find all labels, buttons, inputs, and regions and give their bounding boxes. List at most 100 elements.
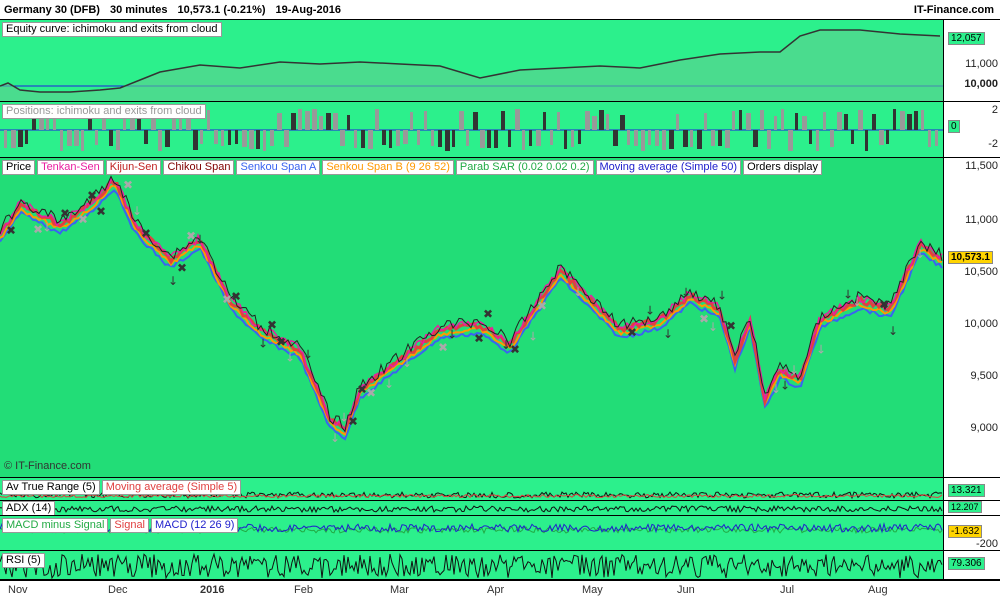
legend-chikou[interactable]: Chikou Span — [163, 160, 235, 175]
position-bar — [424, 111, 427, 130]
indicator-legend: Price Tenkan-Sen Kijun-Sen Chikou Span S… — [2, 160, 822, 175]
position-bar — [872, 114, 876, 130]
position-bar — [60, 130, 63, 151]
position-bar — [137, 110, 141, 130]
atr-ma-label[interactable]: Moving average (Simple 5) — [101, 480, 242, 495]
timeframe[interactable]: 30 minutes — [109, 3, 168, 16]
position-bar — [648, 130, 651, 145]
position-bar — [151, 113, 156, 130]
position-bar — [389, 130, 392, 148]
position-bar — [536, 130, 541, 146]
position-bar — [480, 130, 485, 148]
price-tick: 9,000 — [970, 422, 998, 434]
position-bar — [760, 110, 764, 130]
position-bar — [529, 130, 532, 146]
position-bar — [718, 130, 722, 146]
position-bar — [676, 114, 679, 130]
position-bar — [816, 130, 819, 151]
position-bar — [67, 130, 72, 146]
atr-panel[interactable]: Av True Range (5) Moving average (Simple … — [0, 478, 943, 501]
adx-last-tag: 12.207 — [948, 501, 982, 513]
position-bar — [508, 130, 511, 147]
price-tick: 11,000 — [965, 214, 998, 226]
position-bar — [711, 130, 715, 146]
position-bar — [886, 130, 889, 144]
date-label: Jun — [677, 584, 695, 596]
date-label: Dec — [108, 584, 128, 596]
position-bar — [585, 111, 590, 130]
position-bar — [123, 115, 126, 130]
position-bar — [11, 130, 16, 148]
position-bar — [452, 130, 455, 147]
order-marker: ↓ — [285, 350, 295, 364]
macd-panel[interactable]: MACD minus Signal Signal MACD (12 26 9) — [0, 516, 943, 551]
order-marker: ✖ — [627, 326, 637, 340]
position-bar — [683, 130, 688, 147]
positions-label[interactable]: Positions: ichimoku and exits from cloud — [2, 104, 206, 119]
rsi-panel[interactable]: RSI (5) — [0, 551, 943, 580]
order-marker: ✖ — [438, 341, 448, 355]
macd-label[interactable]: MACD (12 26 9) — [151, 518, 239, 533]
macd-signal-label[interactable]: Signal — [110, 518, 149, 533]
position-bar — [186, 115, 191, 130]
position-bar — [844, 114, 848, 130]
position-bar — [438, 130, 442, 147]
position-bar — [214, 130, 218, 144]
date-label: Mar — [390, 584, 409, 596]
order-marker: ↓ — [717, 288, 727, 302]
chart-title-bar: Germany 30 (DFB) 30 minutes 10,573.1 (-0… — [0, 0, 1000, 20]
date-label: May — [582, 584, 603, 596]
order-marker: ✖ — [231, 289, 241, 303]
date-label: Aug — [868, 584, 888, 596]
order-marker: ↓ — [501, 338, 511, 352]
position-bar — [396, 130, 400, 146]
order-marker: ✖ — [177, 261, 187, 275]
equity-panel[interactable]: Equity curve: ichimoku and exits from cl… — [0, 20, 943, 102]
date-label: Nov — [8, 584, 28, 596]
current-date: 19-Aug-2016 — [275, 3, 341, 16]
position-bar — [851, 130, 854, 144]
legend-ma[interactable]: Moving average (Simple 50) — [595, 160, 742, 175]
position-bar — [375, 109, 379, 130]
atr-axis: 13.321 — [943, 478, 1000, 501]
adx-label[interactable]: ADX (14) — [2, 501, 56, 515]
order-marker: ↓ — [42, 221, 52, 235]
position-bar — [921, 110, 924, 130]
position-bar — [606, 114, 609, 130]
order-marker: ↓ — [843, 288, 853, 302]
rsi-label[interactable]: RSI (5) — [2, 553, 45, 568]
legend-orders[interactable]: Orders display — [743, 160, 822, 175]
equity-last-tag: 12,057 — [948, 32, 985, 45]
order-marker: ↓ — [402, 356, 412, 370]
macd-hist-label[interactable]: MACD minus Signal — [2, 518, 109, 533]
position-bar — [291, 113, 296, 130]
legend-tenkan[interactable]: Tenkan-Sen — [37, 160, 104, 175]
legend-senkou-b[interactable]: Senkou Span B (9 26 52) — [322, 160, 454, 175]
adx-axis: 12.207 — [943, 501, 1000, 516]
price-panel[interactable]: Price Tenkan-Sen Kijun-Sen Chikou Span S… — [0, 158, 943, 478]
position-bar — [326, 113, 331, 130]
position-bar — [788, 130, 793, 151]
positions-panel[interactable]: Positions: ichimoku and exits from cloud — [0, 102, 943, 158]
order-marker: ✖ — [78, 212, 88, 226]
order-marker: ↓ — [258, 337, 268, 351]
position-bar — [249, 130, 254, 149]
legend-senkou-a[interactable]: Senkou Span A — [236, 160, 321, 175]
order-marker: ↓ — [447, 328, 457, 342]
position-bar — [697, 130, 702, 149]
position-bar — [900, 111, 905, 130]
legend-sar[interactable]: Parab SAR (0.02 0.02 0.2) — [455, 160, 594, 175]
legend-kijun[interactable]: Kijun-Sen — [105, 160, 162, 175]
position-bar — [564, 130, 567, 149]
adx-panel[interactable]: ADX (14) — [0, 501, 943, 516]
price-last-tag: 10,573.1 — [948, 251, 993, 264]
position-bar — [102, 113, 106, 130]
positions-tick: 2 — [991, 104, 998, 116]
legend-price[interactable]: Price — [2, 160, 36, 175]
order-marker: ↓ — [816, 343, 826, 357]
atr-label[interactable]: Av True Range (5) — [2, 480, 100, 495]
position-bar — [690, 130, 693, 147]
position-bar — [116, 130, 120, 150]
position-bar — [165, 130, 170, 147]
equity-label[interactable]: Equity curve: ichimoku and exits from cl… — [2, 22, 222, 37]
